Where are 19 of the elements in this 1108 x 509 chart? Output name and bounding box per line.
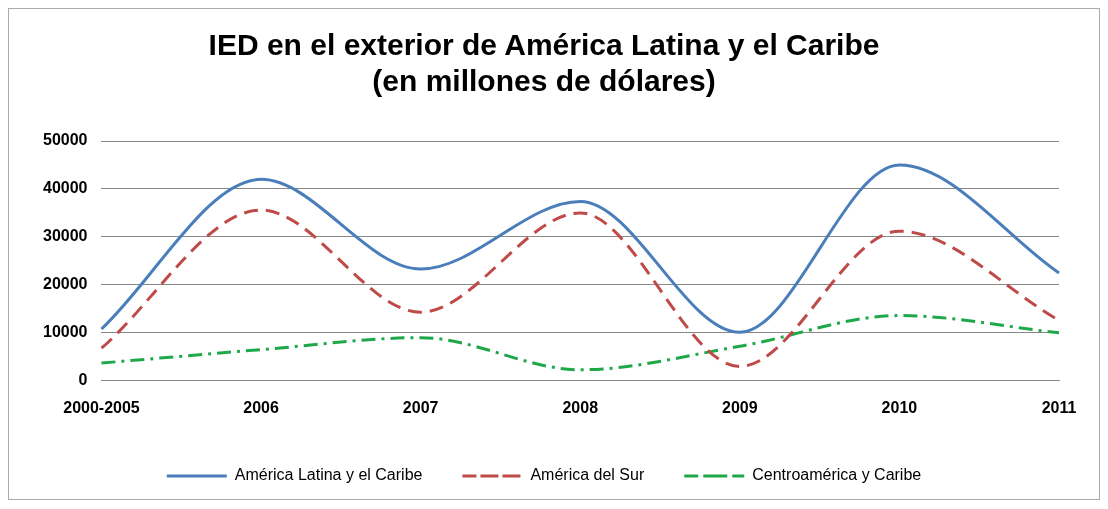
legend-label: América del Sur — [530, 466, 645, 484]
x-tick-label: 2008 — [562, 398, 599, 416]
y-tick-label: 30000 — [42, 227, 88, 245]
y-tick-label: 20000 — [42, 275, 88, 293]
x-tick-label: 2010 — [881, 398, 918, 416]
x-tick-label: 2000-2005 — [63, 398, 140, 416]
y-tick-label: 40000 — [42, 179, 88, 197]
legend-label: América Latina y el Caribe — [234, 466, 423, 484]
x-tick-label: 2007 — [402, 398, 439, 416]
line-series — [99, 314, 1061, 372]
x-tick-label: 2011 — [1041, 398, 1077, 416]
x-tick-label: 2009 — [722, 398, 758, 416]
legend-label: Centroamérica y Caribe — [752, 466, 922, 484]
y-tick-label: 50000 — [42, 131, 88, 149]
y-tick-label: 0 — [78, 371, 88, 389]
x-tick-label: 2006 — [243, 398, 279, 416]
line-series — [99, 163, 1061, 334]
y-tick-label: 10000 — [42, 323, 88, 341]
chart-title: IED en el exterior de América Latina y el Caribe (en millones de dólares) — [208, 28, 880, 98]
